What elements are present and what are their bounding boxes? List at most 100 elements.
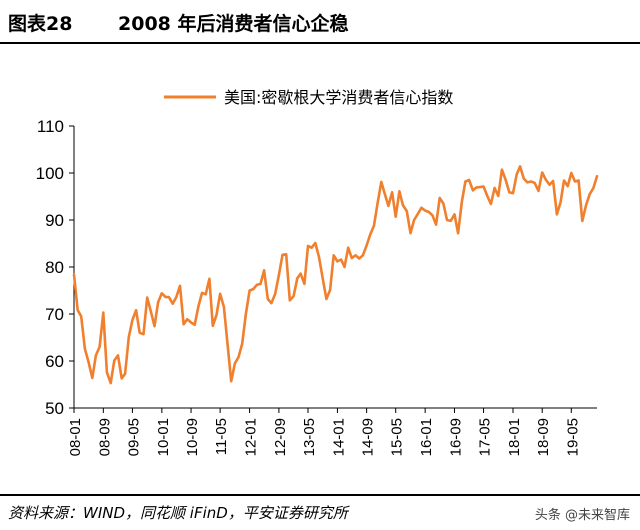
- source-note: 资料来源：WIND，同花顺 iFinD，平安证券研究所: [8, 504, 348, 522]
- data-point: [87, 361, 89, 363]
- y-tick-label: 100: [36, 164, 64, 183]
- data-point: [537, 190, 539, 192]
- data-point: [446, 219, 448, 221]
- data-point: [113, 359, 115, 361]
- data-point: [278, 274, 280, 276]
- data-point: [219, 293, 221, 295]
- y-tick-label: 60: [45, 352, 64, 371]
- data-point: [157, 301, 159, 303]
- data-point: [567, 185, 569, 187]
- data-point: [318, 256, 320, 258]
- data-point: [530, 180, 532, 182]
- line-chart: 50 60 70 80 90 100 110 08-01 08-09 09-05 10-01 10-0…: [36, 88, 599, 456]
- data-point: [541, 171, 543, 173]
- data-point: [311, 247, 313, 249]
- data-point: [505, 179, 507, 181]
- data-point: [95, 354, 97, 356]
- data-point: [172, 303, 174, 305]
- data-point: [197, 305, 199, 307]
- data-point: [354, 254, 356, 256]
- data-point: [121, 377, 123, 379]
- data-point: [226, 342, 228, 344]
- data-point: [490, 203, 492, 205]
- data-point: [552, 180, 554, 182]
- y-tick-label: 70: [45, 305, 64, 324]
- data-point: [322, 278, 324, 280]
- data-point: [194, 324, 196, 326]
- data-point: [479, 186, 481, 188]
- data-point: [548, 184, 550, 186]
- data-point: [516, 173, 518, 175]
- legend-label: 美国:密歇根大学消费者信心指数: [224, 88, 453, 107]
- data-point: [128, 336, 130, 338]
- data-point: [110, 382, 112, 384]
- data-point: [439, 197, 441, 199]
- figure-footer: 资料来源：WIND，同花顺 iFinD，平安证券研究所 头条 @未来智库: [0, 494, 640, 530]
- x-tick-label: 17-05: [477, 418, 494, 456]
- data-point: [263, 269, 265, 271]
- data-point: [398, 190, 400, 192]
- x-tick-label: 16-01: [418, 418, 435, 456]
- data-point: [234, 362, 236, 364]
- data-point: [461, 201, 463, 203]
- data-point: [267, 298, 269, 300]
- x-tick-label: 16-09: [447, 418, 464, 456]
- data-point: [453, 213, 455, 215]
- data-point: [241, 342, 243, 344]
- data-point: [314, 242, 316, 244]
- data-point: [212, 325, 214, 327]
- data-point: [179, 285, 181, 287]
- data-point: [175, 296, 177, 298]
- data-point: [256, 284, 258, 286]
- data-point: [369, 233, 371, 235]
- data-point: [556, 213, 558, 215]
- data-point: [402, 204, 404, 206]
- x-tick-label: 12-09: [272, 418, 289, 456]
- data-point: [424, 209, 426, 211]
- y-tick-label: 90: [45, 211, 64, 230]
- data-point: [420, 207, 422, 209]
- data-point: [161, 292, 163, 294]
- data-point: [475, 186, 477, 188]
- data-point: [534, 182, 536, 184]
- data-point: [545, 178, 547, 180]
- data-point: [519, 165, 521, 167]
- data-point: [501, 169, 503, 171]
- data-point: [365, 244, 367, 246]
- x-tick-label: 11-05: [213, 418, 230, 455]
- data-point: [343, 266, 345, 268]
- data-point: [581, 220, 583, 222]
- data-point: [351, 257, 353, 259]
- y-tick-label: 80: [45, 258, 64, 277]
- data-point: [274, 293, 276, 295]
- data-point: [497, 195, 499, 197]
- data-point: [142, 333, 144, 335]
- data-point: [84, 348, 86, 350]
- data-point: [395, 216, 397, 218]
- data-point: [512, 192, 514, 194]
- data-point: [124, 373, 126, 375]
- data-point: [131, 319, 133, 321]
- data-point: [391, 191, 393, 193]
- data-point: [299, 272, 301, 274]
- figure-title: 2008 年后消费者信心企稳: [118, 13, 349, 35]
- x-tick-label: 14-09: [360, 418, 377, 456]
- data-point: [585, 204, 587, 206]
- data-point: [347, 247, 349, 249]
- x-tick-label: 19-05: [564, 418, 581, 456]
- data-point: [91, 377, 93, 379]
- data-point: [270, 302, 272, 304]
- data-point: [380, 181, 382, 183]
- data-point: [589, 193, 591, 195]
- x-tick-label: 10-09: [184, 418, 201, 456]
- data-point: [596, 175, 598, 177]
- x-tick-label: 15-05: [389, 418, 406, 456]
- data-point: [362, 254, 364, 256]
- data-point: [168, 296, 170, 298]
- data-point: [435, 224, 437, 226]
- data-point: [245, 313, 247, 315]
- data-point: [417, 213, 419, 215]
- data-point: [73, 273, 75, 275]
- data-point: [486, 195, 488, 197]
